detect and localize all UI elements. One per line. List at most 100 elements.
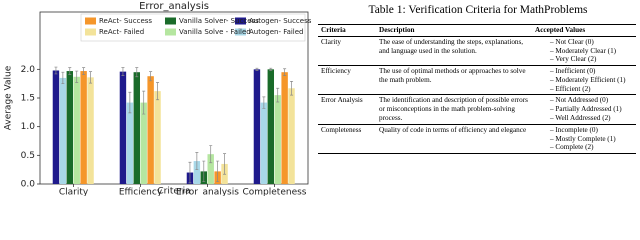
criteria-cell: Error Analysis <box>318 94 376 125</box>
error-bar <box>149 71 153 82</box>
bar <box>59 77 67 184</box>
bar <box>260 102 268 184</box>
bar <box>140 102 147 184</box>
description-cell: The use of optimal methods or approaches… <box>376 65 532 96</box>
table-block: Table 1: Verification Criteria for MathP… <box>318 0 638 155</box>
bar <box>281 72 288 184</box>
accepted-value: – Complete (2) <box>550 143 594 152</box>
description-cell: Quality of code in terms of efficiency a… <box>376 124 532 155</box>
legend-label: Autogen- Success <box>249 17 312 25</box>
error-bar <box>195 152 199 171</box>
accepted-value: – Incomplete (0) <box>550 125 598 134</box>
table-caption: Table 1: Verification Criteria for MathP… <box>368 4 588 16</box>
accepted-value: – Well Addressed (2) <box>550 114 611 123</box>
header-row: Criteria Description Accepted Values <box>318 24 636 37</box>
table-row: Efficiency The use of optimal methods or … <box>318 65 636 96</box>
error-bar <box>61 71 65 85</box>
error-bar <box>202 160 206 183</box>
table: Criteria Description Accepted Values Clarit… <box>318 24 636 155</box>
bar <box>154 91 161 184</box>
x-tick-label: Clarity <box>59 188 89 197</box>
bar <box>147 76 154 184</box>
bar <box>193 161 201 184</box>
header-cell: Criteria <box>318 24 376 37</box>
criteria-cell: Efficiency <box>318 65 376 96</box>
description-cell: The ease of understanding the steps, exp… <box>376 36 532 67</box>
bar <box>52 70 60 184</box>
legend-label: Autogen- Failed <box>249 28 304 36</box>
description-cell: The identification and description of po… <box>376 94 532 125</box>
error-bar <box>135 67 139 78</box>
legend-swatch <box>235 28 246 36</box>
error-bar <box>276 87 280 103</box>
error-bar <box>156 82 160 101</box>
error-bar <box>82 67 86 75</box>
bar <box>119 71 127 184</box>
chart: Error_analysis Criteria Average Value 0.… <box>4 1 312 197</box>
error-bar <box>216 160 220 183</box>
values-cell: – Incomplete (0) – Mostly Complete (1) – C… <box>532 124 636 155</box>
error-bar <box>68 67 72 75</box>
bar <box>274 95 281 184</box>
table-row: Completeness Quality of code in terms of … <box>318 124 636 155</box>
error-bar <box>75 70 79 83</box>
x-tick-label: Completeness <box>243 188 307 197</box>
legend-swatch <box>165 17 176 25</box>
accepted-value: – Partially Addressed (1) <box>550 105 622 114</box>
values-cell: – Not Addressed (0) – Partially Addressed… <box>532 94 636 125</box>
y-tick-label: 0.0 <box>21 180 36 190</box>
values-cell: – Inefficient (0) – Moderately Efficient … <box>532 65 636 96</box>
y-tick-label: 1.5 <box>21 94 35 104</box>
header-cell: Description <box>376 24 532 37</box>
x-axis-label: Criteria <box>157 187 190 197</box>
chart-title: Error_analysis <box>139 1 209 12</box>
y-axis-label: Average Value <box>4 65 14 130</box>
legend-label: Vanilla Solver- Success <box>179 17 259 25</box>
error-bar <box>128 91 132 114</box>
table-row: Error Analysis The identification and des… <box>318 94 636 125</box>
table-row: Clarity The ease of understanding the ste… <box>318 36 636 67</box>
bar <box>87 77 94 184</box>
accepted-value: – Mostly Complete (1) <box>550 134 616 143</box>
bar <box>253 69 261 184</box>
error-bar <box>188 161 192 184</box>
bar <box>73 76 80 184</box>
accepted-value: – Inefficient (0) <box>550 67 596 76</box>
bar <box>66 71 73 184</box>
values-cell: – Not Clear (0) – Moderately Clear (1) – V… <box>532 36 636 67</box>
y-tick-label: 0.5 <box>21 151 35 161</box>
bar <box>207 154 214 184</box>
legend-label: ReAct- Success <box>99 17 152 25</box>
legend-swatch <box>85 17 96 25</box>
legend-swatch <box>165 28 176 36</box>
criteria-cell: Clarity <box>318 36 376 67</box>
error-bar <box>121 67 125 76</box>
accepted-value: – Efficient (2) <box>550 84 591 93</box>
page: {"chart_data": {"type": "bar", "title": … <box>3 0 638 197</box>
legend-swatch <box>85 28 96 36</box>
bar <box>267 69 274 184</box>
legend-label: ReAct- Failed <box>99 28 144 36</box>
x-tick-label: Efficiency <box>119 188 163 197</box>
legend-swatch <box>235 17 246 25</box>
accepted-value: – Not Addressed (0) <box>550 96 609 105</box>
legend-box <box>80 13 306 42</box>
y-tick-label: 1.0 <box>21 122 36 132</box>
bar <box>288 88 295 184</box>
accepted-value: – Very Clear (2) <box>550 55 597 64</box>
error-bar <box>290 81 294 96</box>
bar <box>80 71 87 184</box>
error-bar <box>255 67 259 71</box>
error-bar <box>223 153 227 175</box>
header-cell: Accepted Values <box>532 24 636 37</box>
error-bar <box>209 145 213 164</box>
accepted-value: – Moderately Clear (1) <box>550 46 617 55</box>
bar <box>133 72 140 184</box>
error-bar <box>54 66 58 75</box>
x-tick-label: Error_analysis <box>176 188 239 197</box>
bar <box>126 102 134 184</box>
y-tick-label: 2.0 <box>21 65 36 75</box>
legend-label: Vanilla Solve - Failed <box>179 28 251 36</box>
error-bar <box>283 68 287 76</box>
error-bar <box>262 96 266 109</box>
